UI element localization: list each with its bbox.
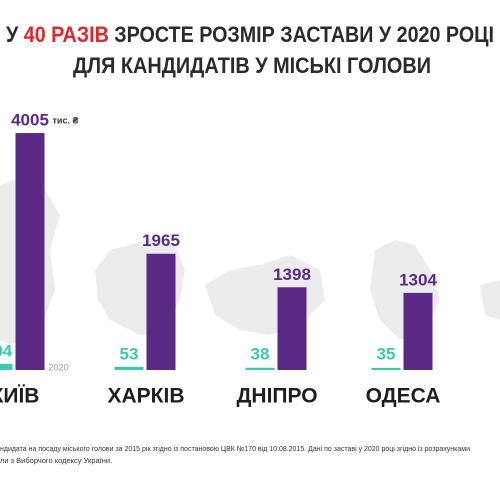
value-label: 1965 (142, 231, 180, 250)
map-right (480, 280, 500, 320)
legend-label: 2020 (49, 362, 69, 372)
bar (245, 367, 275, 370)
title-highlight: 40 РАЗІВ (24, 22, 109, 47)
footnote: ли з Виборчого кодексу України. (0, 456, 112, 465)
title-part: У (6, 22, 19, 47)
x-tick-label: ХАРКІВ (108, 385, 185, 408)
x-tick-label: КИЇВ (0, 385, 39, 408)
chart-subtitle: ДЛЯ КАНДИДАТІВ У МІСЬКІ ГОЛОВИ (73, 53, 431, 78)
value-label: 1398 (273, 265, 311, 284)
unit-label: тис. ₴ (53, 115, 79, 125)
bar (371, 367, 401, 370)
x-tick-label: ДНІПРО (236, 385, 317, 408)
value-label: 4005 (11, 111, 49, 130)
bar (403, 292, 433, 370)
bar (114, 366, 144, 370)
value-label: 38 (251, 344, 270, 363)
bar (0, 363, 13, 370)
footnote: ндидата на посаду міського голови за 201… (0, 444, 470, 453)
chart-title: У 40 РАЗІВ ЗРОСТЕ РОЗМІР ЗАСТАВИ У 2020 … (6, 22, 494, 47)
bar (15, 133, 45, 370)
value-label: 1304 (399, 270, 437, 289)
bar (277, 287, 307, 370)
bar (146, 253, 176, 370)
value-label: 35 (377, 344, 396, 363)
title-part: ЗРОСТЕ РОЗМІР ЗАСТАВИ У 2020 РОЦІ (114, 22, 494, 47)
x-tick-label: ОДЕСА (366, 385, 441, 408)
value-label: 53 (120, 344, 139, 363)
value-label: 104 (0, 341, 13, 360)
